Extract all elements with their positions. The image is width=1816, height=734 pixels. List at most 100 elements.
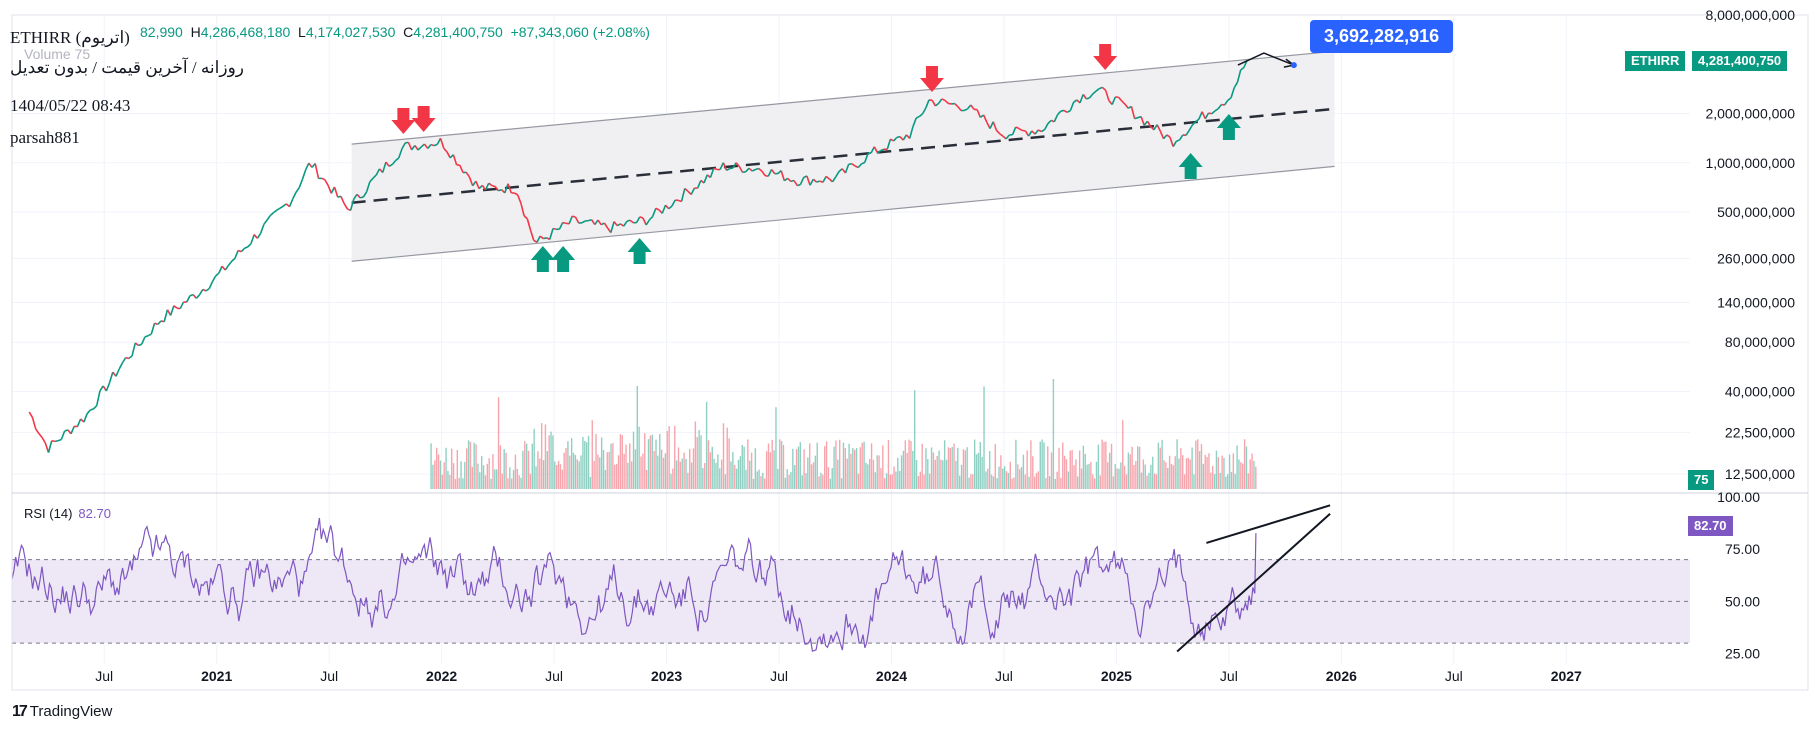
- price-tick-label: 8,000,000,000: [1705, 7, 1795, 23]
- volume-bar: [1236, 445, 1238, 489]
- volume-bar: [1198, 451, 1201, 489]
- volume-bar: [953, 443, 955, 489]
- price-segment: [944, 99, 949, 105]
- volume-bar: [752, 478, 755, 489]
- volume-bar: [728, 438, 730, 489]
- price-segment: [1043, 123, 1049, 130]
- time-tick-label: 2027: [1551, 668, 1582, 684]
- volume-bar: [1230, 471, 1233, 489]
- volume-bar: [981, 456, 983, 489]
- volume-bar: [475, 444, 477, 489]
- price-segment: [292, 192, 297, 200]
- volume-bar: [762, 472, 764, 489]
- price-segment: [279, 205, 284, 209]
- volume-bar: [471, 466, 474, 489]
- volume-bar: [921, 443, 923, 489]
- price-segment: [1201, 111, 1207, 120]
- close-key: C: [403, 24, 414, 40]
- volume-bar: [576, 459, 578, 489]
- volume-bar: [1161, 439, 1163, 489]
- price-segment: [562, 221, 567, 225]
- volume-bar: [1137, 446, 1139, 489]
- price-segment: [1015, 126, 1020, 130]
- volume-bar: [452, 463, 455, 489]
- volume-bar: [464, 461, 466, 489]
- volume-bar: [1018, 469, 1021, 489]
- projection-arrow[interactable]: [1237, 52, 1297, 69]
- volume-bar: [750, 452, 753, 489]
- volume-bar: [891, 474, 893, 489]
- volume-bar: [649, 435, 652, 489]
- volume-bar: [480, 456, 483, 489]
- volume-bar: [1013, 477, 1015, 489]
- price-segment: [912, 117, 917, 128]
- price-segment: [761, 170, 766, 177]
- rsi-tick-label: 100.00: [1717, 489, 1760, 505]
- price-segment: [410, 144, 416, 151]
- volume-bar: [1178, 458, 1180, 489]
- target-price-callout[interactable]: 3,692,282,916: [1310, 20, 1454, 53]
- plot-border: [11, 14, 1809, 691]
- rsi-trendlines[interactable]: [1176, 504, 1331, 653]
- price-segment: [908, 126, 914, 139]
- volume-bar: [441, 474, 444, 489]
- price-segment: [240, 247, 246, 253]
- volume-bar: [985, 471, 987, 489]
- volume-bar: [447, 470, 449, 489]
- volume-bar: [833, 446, 835, 489]
- volume-bar: [930, 447, 933, 489]
- price-segment: [147, 333, 152, 337]
- volume-bar: [1255, 466, 1257, 489]
- price-segment: [259, 224, 265, 234]
- volume-bar: [758, 469, 760, 489]
- volume-bar: [1227, 474, 1229, 489]
- regression-channel[interactable]: [351, 50, 1335, 262]
- volume-bar: [932, 452, 935, 489]
- volume-bar: [585, 442, 588, 489]
- volume-bar: [745, 469, 747, 489]
- volume-bar: [717, 454, 719, 489]
- volume-bar: [1099, 475, 1101, 489]
- volume-bar: [1015, 439, 1017, 489]
- tradingview-logo[interactable]: 17 TradingView: [12, 703, 112, 721]
- volume-bar: [659, 433, 661, 489]
- price-segment: [99, 385, 104, 392]
- volume-bar: [1168, 455, 1171, 489]
- volume-bar: [1152, 456, 1154, 489]
- price-segment: [648, 215, 654, 221]
- volume-bar: [597, 454, 599, 489]
- price-segment: [64, 429, 69, 432]
- volume-bar: [529, 473, 532, 489]
- price-segment: [877, 149, 882, 154]
- price-segment: [388, 163, 393, 167]
- price-segment: [1198, 111, 1203, 120]
- price-segment: [661, 204, 667, 214]
- volume-bar: [1153, 473, 1156, 489]
- price-segment: [787, 177, 792, 182]
- price-segment: [385, 161, 390, 167]
- volume-bar: [612, 443, 614, 489]
- volume-bar: [760, 476, 762, 489]
- price-segment: [140, 336, 146, 345]
- volume-bar: [722, 423, 725, 489]
- volume-bar: [627, 462, 629, 489]
- price-segment: [816, 180, 820, 183]
- volume-bar: [435, 447, 438, 489]
- volume-bar: [786, 469, 788, 489]
- price-segment: [549, 228, 554, 240]
- price-segment: [54, 439, 59, 443]
- volume-bar: [1039, 441, 1041, 489]
- price-tick-label: 1,000,000,000: [1705, 155, 1795, 171]
- price-segment: [863, 153, 869, 163]
- volume-bar: [644, 433, 646, 489]
- price-tick-label: 12,500,000: [1725, 466, 1795, 482]
- price-segment: [234, 250, 239, 259]
- price-tick-label: 80,000,000: [1725, 334, 1795, 350]
- volume-bar: [1247, 473, 1250, 489]
- time-tick-label: Jul: [545, 668, 563, 684]
- price-segment: [288, 198, 294, 208]
- volume-bar: [629, 443, 631, 489]
- volume-bar: [1249, 459, 1251, 489]
- volume-bar: [893, 466, 895, 489]
